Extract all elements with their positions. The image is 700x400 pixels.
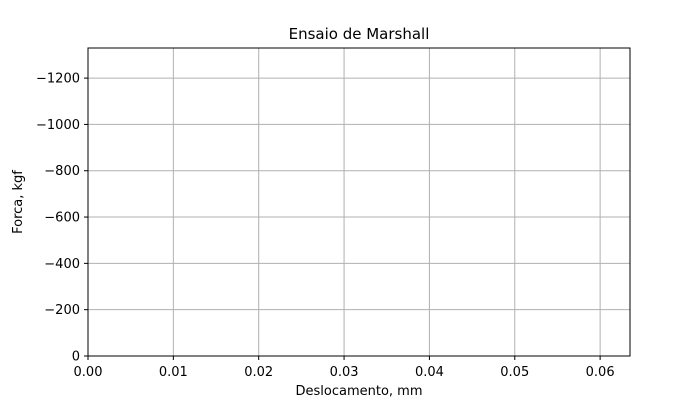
y-tick-label: −1000: [36, 118, 80, 133]
y-tick-label: −600: [44, 211, 80, 226]
x-tick-label: 0.01: [159, 365, 188, 380]
x-tick-label: 0.06: [586, 365, 615, 380]
x-tick-label: 0.03: [330, 365, 359, 380]
plot-frame: [87, 47, 631, 357]
y-tick-label: −1200: [36, 72, 80, 87]
y-tick-label: −200: [44, 303, 80, 318]
x-axis-title: Deslocamento, mm: [295, 384, 422, 399]
y-axis-title: Forca, kgf: [11, 170, 26, 234]
y-tick-label: −400: [44, 257, 80, 272]
x-tick-label: 0.00: [74, 365, 103, 380]
x-tick-label: 0.04: [415, 365, 444, 380]
y-tick-label: −800: [44, 164, 80, 179]
x-tick-label: 0.05: [500, 365, 529, 380]
x-axis: 0.00 0.01 0.02 0.03 0.04 0.05 0.06: [74, 356, 615, 380]
y-tick-label: 0: [72, 350, 80, 365]
y-axis: 0 −200 −400 −600 −800 −1000 −1200: [36, 72, 88, 365]
x-tick-label: 0.02: [244, 365, 273, 380]
grid: [87, 48, 630, 357]
chart-title: Ensaio de Marshall: [289, 25, 430, 43]
